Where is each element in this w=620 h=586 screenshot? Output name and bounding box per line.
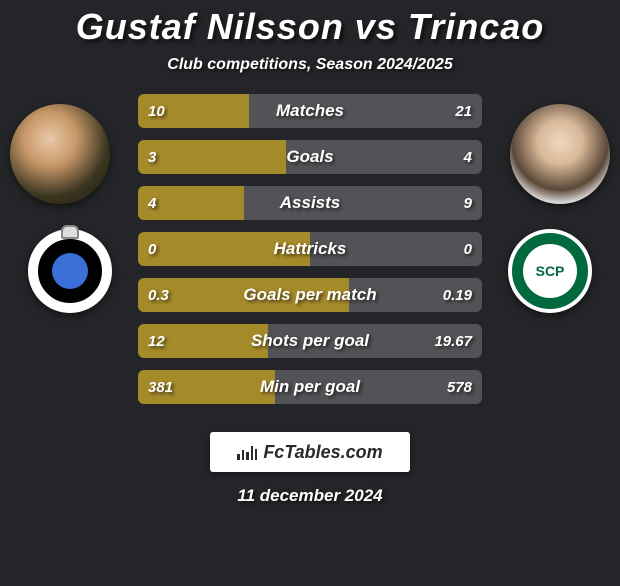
- stat-label: Min per goal: [260, 377, 360, 397]
- player-a-avatar: [10, 104, 110, 204]
- player-b-club-badge: [508, 229, 592, 313]
- stat-value-left: 381: [148, 379, 198, 396]
- stat-value-left: 10: [148, 103, 198, 120]
- player-a-club-badge: [28, 229, 112, 313]
- stat-value-right: 9: [422, 195, 472, 212]
- stat-label: Matches: [276, 101, 344, 121]
- chart-icon: [237, 444, 257, 460]
- stat-bars: 10 Matches 21 3 Goals 4 4 Assists 9 0 Hattricks 0 0.…: [138, 94, 482, 416]
- stat-row: 381 Min per goal 578: [138, 370, 482, 404]
- stat-value-left: 0: [148, 241, 198, 258]
- stat-label: Goals per match: [243, 285, 376, 305]
- stat-row: 0.3 Goals per match 0.19: [138, 278, 482, 312]
- stat-value-right: 0: [422, 241, 472, 258]
- stat-row: 3 Goals 4: [138, 140, 482, 174]
- player-b-avatar: [510, 104, 610, 204]
- stat-label: Assists: [280, 193, 340, 213]
- stat-value-left: 0.3: [148, 287, 198, 304]
- page-title: Gustaf Nilsson vs Trincao: [0, 6, 620, 48]
- player-a-photo: [10, 104, 110, 204]
- brand-label: FcTables.com: [263, 442, 382, 463]
- stat-value-right: 21: [422, 103, 472, 120]
- brand-logo: FcTables.com: [210, 432, 410, 472]
- stat-value-right: 0.19: [422, 287, 472, 304]
- stat-value-left: 12: [148, 333, 198, 350]
- stat-row: 10 Matches 21: [138, 94, 482, 128]
- comparison-block: 10 Matches 21 3 Goals 4 4 Assists 9 0 Hattricks 0 0.…: [0, 94, 620, 414]
- stat-label: Hattricks: [274, 239, 347, 259]
- sporting-cp-badge: [508, 229, 592, 313]
- stat-label: Goals: [286, 147, 333, 167]
- player-b-photo: [510, 104, 610, 204]
- stat-row: 0 Hattricks 0: [138, 232, 482, 266]
- subtitle: Club competitions, Season 2024/2025: [0, 56, 620, 74]
- stat-value-left: 3: [148, 149, 198, 166]
- date-text: 11 december 2024: [0, 486, 620, 506]
- stat-value-left: 4: [148, 195, 198, 212]
- stat-value-right: 19.67: [422, 333, 472, 350]
- club-brugge-badge: [28, 229, 112, 313]
- stat-row: 12 Shots per goal 19.67: [138, 324, 482, 358]
- stat-label: Shots per goal: [251, 331, 369, 351]
- stat-value-right: 4: [422, 149, 472, 166]
- stat-value-right: 578: [422, 379, 472, 396]
- stat-row: 4 Assists 9: [138, 186, 482, 220]
